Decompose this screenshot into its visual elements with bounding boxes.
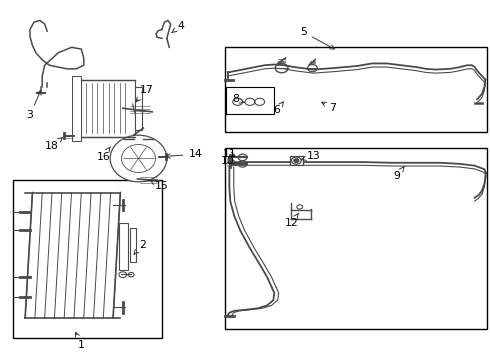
Ellipse shape — [122, 144, 155, 172]
Bar — [119, 223, 128, 270]
Bar — [291, 156, 303, 165]
Text: 6: 6 — [273, 102, 283, 115]
Text: 2: 2 — [134, 239, 146, 254]
Text: 10: 10 — [221, 156, 238, 166]
Text: 16: 16 — [97, 147, 110, 162]
Bar — [226, 87, 274, 114]
Text: 9: 9 — [393, 166, 404, 181]
Circle shape — [294, 159, 299, 162]
Text: 8: 8 — [232, 94, 245, 104]
Text: 7: 7 — [322, 102, 337, 113]
Text: 15: 15 — [150, 180, 169, 192]
Text: 14: 14 — [166, 149, 202, 159]
Bar — [81, 80, 135, 137]
Text: 4: 4 — [172, 21, 184, 33]
Ellipse shape — [110, 135, 167, 182]
Bar — [225, 47, 487, 132]
Bar — [130, 228, 136, 262]
Bar — [225, 148, 487, 329]
Text: 1: 1 — [75, 332, 85, 350]
Text: 17: 17 — [136, 85, 153, 102]
Text: 5: 5 — [300, 27, 335, 49]
Text: 12: 12 — [285, 213, 299, 228]
Bar — [13, 180, 162, 338]
Bar — [72, 76, 81, 140]
Text: 11: 11 — [222, 149, 236, 159]
Text: 18: 18 — [45, 138, 62, 151]
Bar — [135, 87, 143, 130]
Text: 13: 13 — [301, 151, 320, 161]
Text: 3: 3 — [26, 90, 41, 121]
